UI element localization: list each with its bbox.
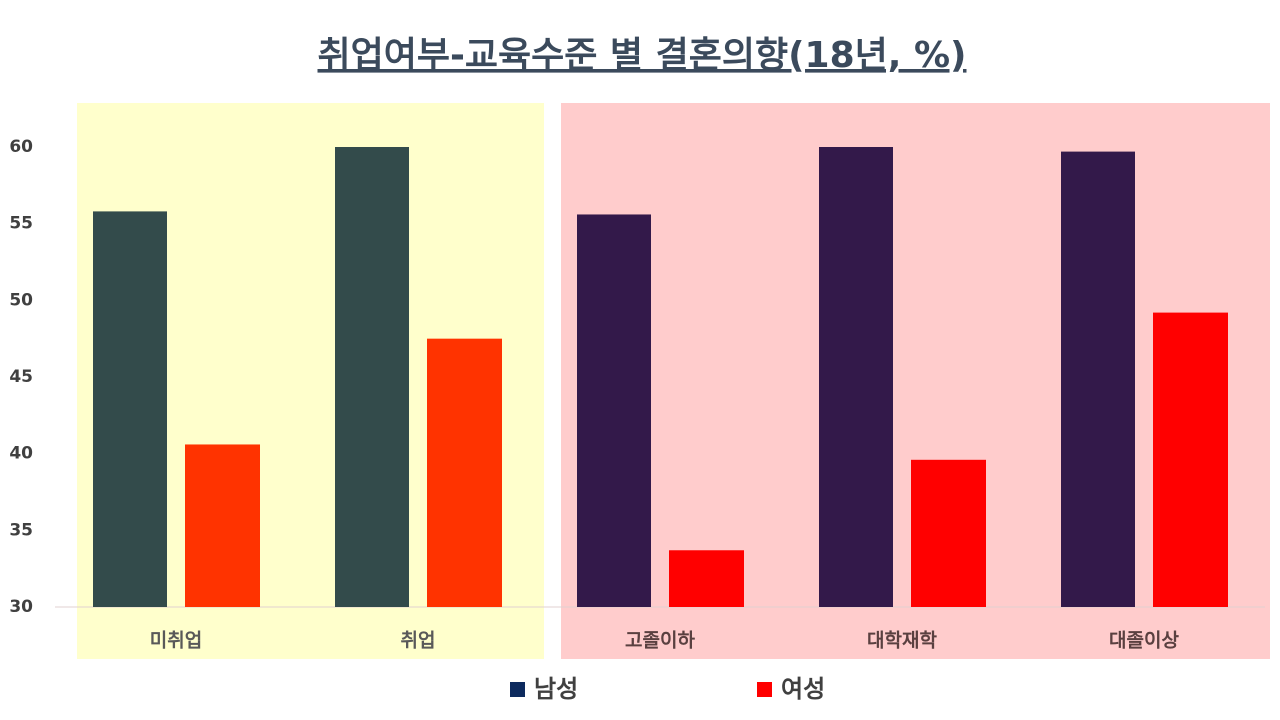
bar xyxy=(819,147,893,607)
bar xyxy=(911,459,986,607)
x-tick-label: 고졸이하 xyxy=(625,630,695,652)
bar xyxy=(427,338,502,607)
chart-title: 취업여부-교육수준 별 결혼의향(18년, %) xyxy=(318,35,967,76)
y-tick-label: 35 xyxy=(9,520,33,540)
y-tick-label: 60 xyxy=(9,137,33,157)
bar xyxy=(577,214,651,607)
y-tick-label: 55 xyxy=(9,214,33,234)
legend-swatch xyxy=(757,682,772,697)
legend-label: 여성 xyxy=(781,675,825,703)
x-tick-label: 대졸이상 xyxy=(1109,630,1179,652)
x-tick-label: 대학재학 xyxy=(867,630,937,652)
legend-swatch xyxy=(510,682,525,697)
y-tick-label: 30 xyxy=(9,597,33,617)
x-tick-label: 미취업 xyxy=(150,630,202,652)
bar xyxy=(1153,312,1228,607)
bar xyxy=(335,147,409,607)
x-tick-label: 취업 xyxy=(401,630,436,652)
legend-label: 남성 xyxy=(534,675,578,703)
bar xyxy=(669,550,744,607)
bar xyxy=(1061,151,1135,607)
bar xyxy=(185,444,260,607)
y-tick-label: 50 xyxy=(9,290,33,310)
bar xyxy=(93,211,167,607)
y-tick-label: 40 xyxy=(9,444,33,464)
y-tick-label: 45 xyxy=(9,367,33,387)
